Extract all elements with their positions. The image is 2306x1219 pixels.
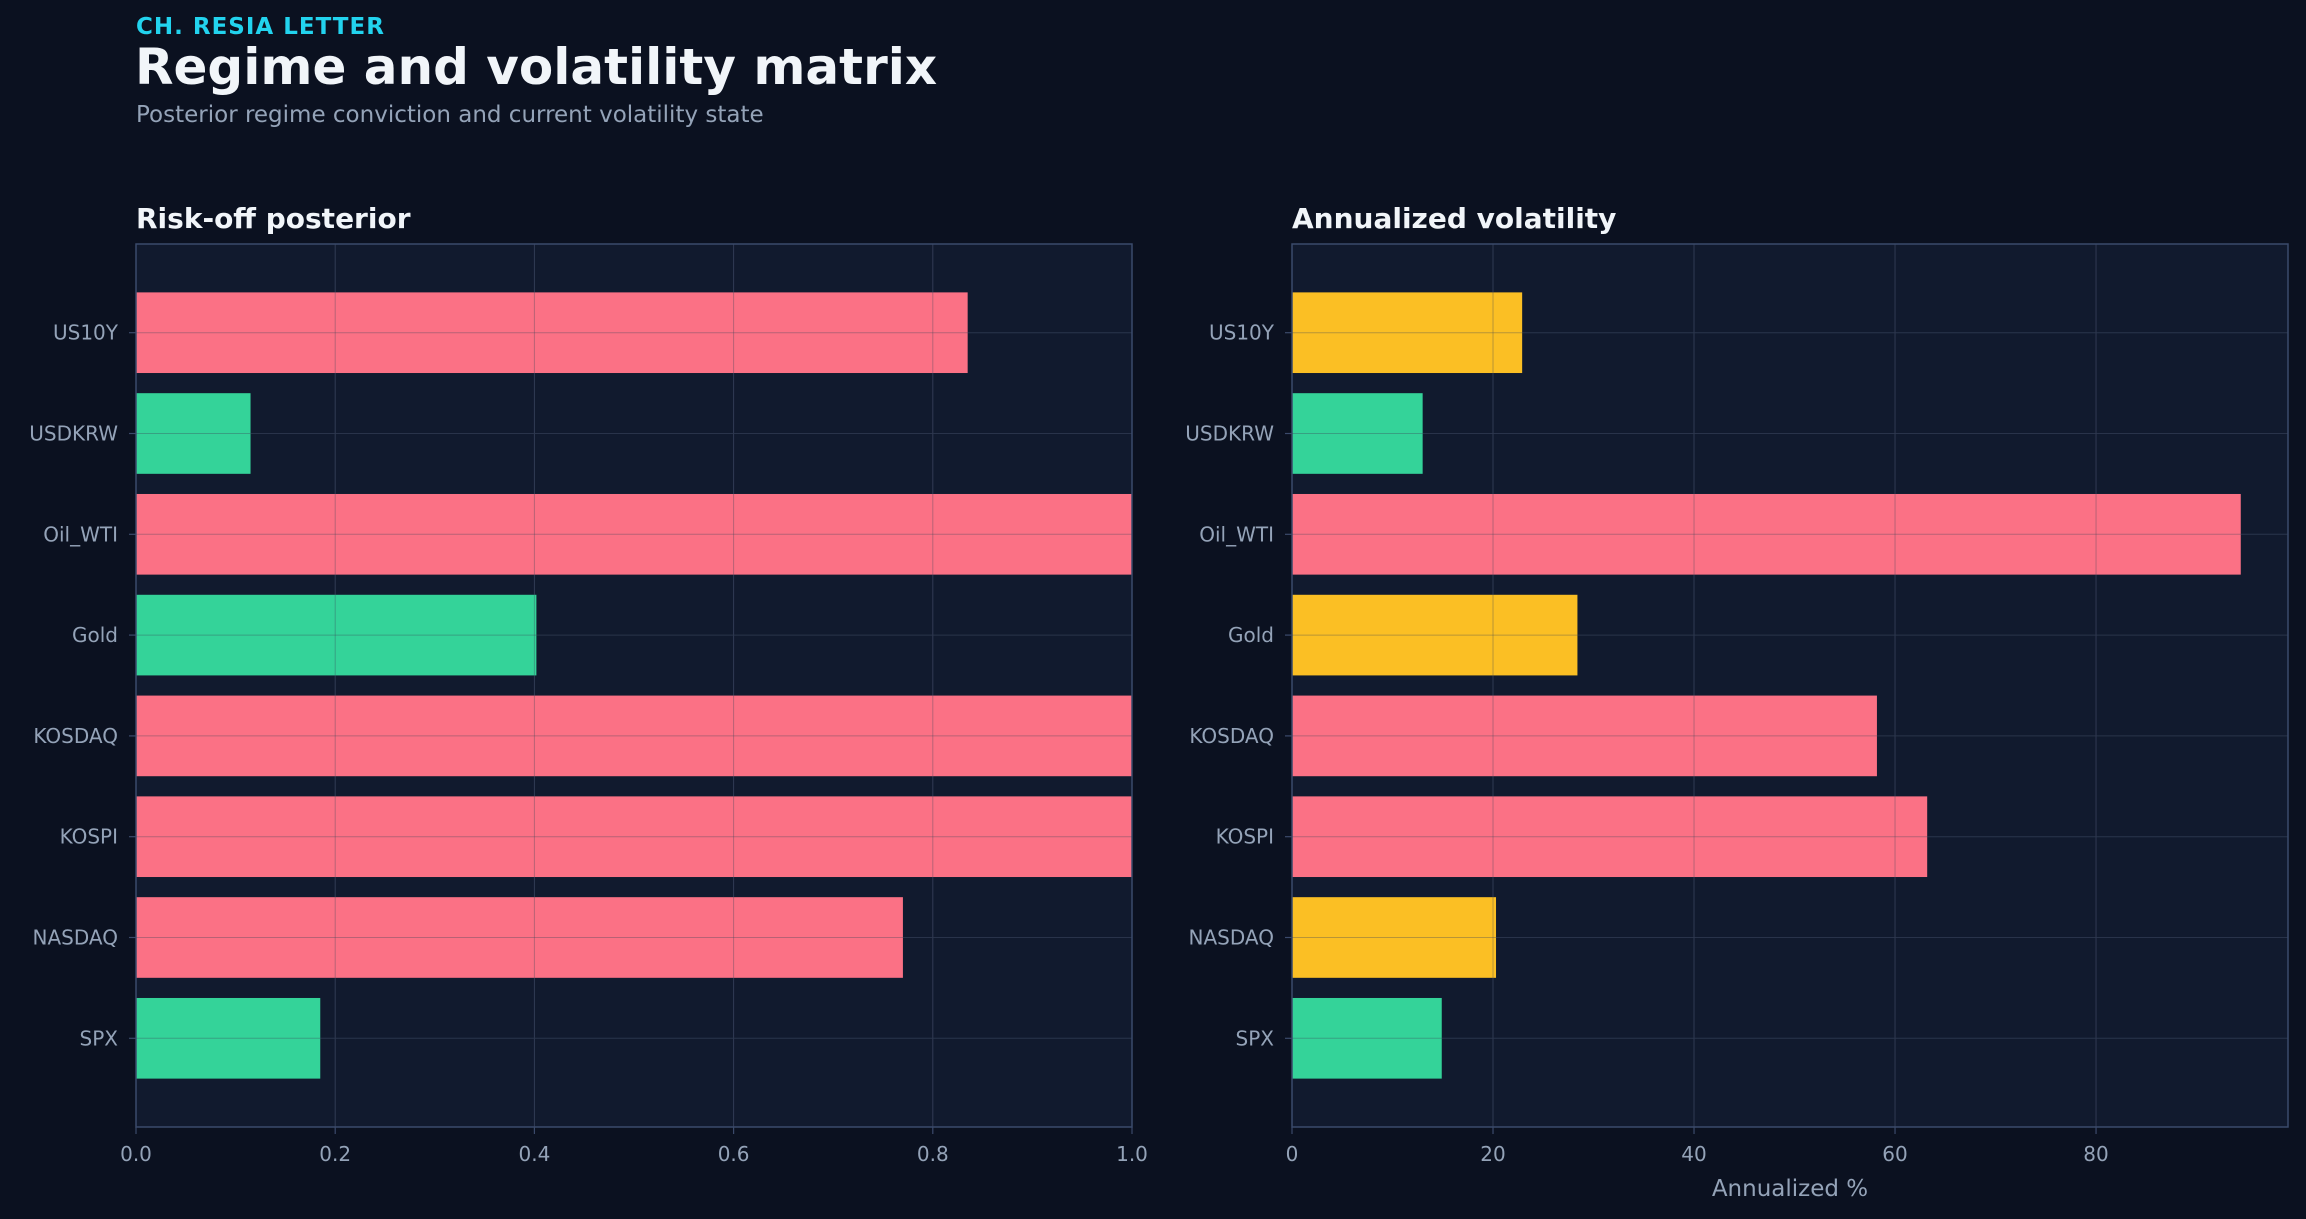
plot-frame (135, 243, 1133, 1128)
bar-kospi (136, 796, 1132, 878)
y-tick-label: Oil_WTI (1199, 522, 1274, 546)
annualized-volatility-chart: US10Y USDKRW Oil_WTI Gold KOSDAQ KOSPI NASDAQ S… (1185, 202, 2289, 1202)
chart-title: Risk-off posterior (136, 202, 411, 235)
y-tick-label: Gold (72, 623, 118, 647)
bar-gold (136, 594, 537, 676)
y-tick-label: NASDAQ (1189, 925, 1274, 949)
plot-area (136, 244, 1132, 1127)
page-subtitle: Posterior regime conviction and current … (136, 102, 764, 128)
y-tick-label: NASDAQ (33, 925, 118, 949)
y-tick-label: USDKRW (1185, 422, 1274, 446)
y-tick-label: SPX (80, 1026, 119, 1050)
x-axis-label: Annualized % (1712, 1176, 1868, 1202)
bar-oil-wti (136, 493, 1132, 575)
bar-spx (136, 997, 321, 1079)
x-tick-label: 1.0 (1116, 1142, 1148, 1166)
y-tick-label: KOSDAQ (33, 724, 118, 748)
bar-kosdaq (1292, 695, 1877, 777)
x-tick-label: 80 (2083, 1142, 2108, 1166)
x-tick-label: 40 (1681, 1142, 1706, 1166)
bar-spx (1292, 997, 1442, 1079)
y-tick-label: KOSPI (60, 825, 118, 849)
bar-nasdaq (1292, 897, 1497, 978)
bar-usdkrw (136, 393, 251, 474)
bar-us10y (136, 292, 968, 374)
x-tick-label: 60 (1882, 1142, 1907, 1166)
plot-area (1292, 244, 2288, 1127)
y-tick-label: USDKRW (29, 422, 118, 446)
bar-us10y (1292, 292, 1523, 374)
y-tick-label: US10Y (1209, 321, 1275, 345)
y-tick-label: US10Y (53, 321, 119, 345)
x-tick-label: 0.6 (718, 1142, 750, 1166)
bar-nasdaq (136, 897, 903, 978)
y-tick-label: Gold (1228, 623, 1274, 647)
bar-kosdaq (136, 695, 1132, 777)
bar-oil-wti (1292, 493, 2241, 575)
x-tick-label: 0.2 (319, 1142, 351, 1166)
x-tick-label: 0.8 (917, 1142, 949, 1166)
risk-off-posterior-chart: US10Y USDKRW Oil_WTI Gold KOSDAQ KOSPI NASDAQ S… (29, 202, 1148, 1166)
y-tick-label: KOSDAQ (1189, 724, 1274, 748)
x-tick-label: 20 (1480, 1142, 1505, 1166)
y-tick-label: KOSPI (1216, 825, 1274, 849)
x-tick-label: 0 (1286, 1142, 1299, 1166)
y-tick-label: SPX (1236, 1026, 1275, 1050)
chart-title: Annualized volatility (1292, 202, 1616, 235)
x-tick-label: 0.4 (518, 1142, 550, 1166)
bar-usdkrw (1292, 393, 1423, 474)
y-tick-label: Oil_WTI (43, 522, 118, 546)
bar-gold (1292, 594, 1578, 676)
bar-kospi (1292, 796, 1928, 878)
x-tick-label: 0.0 (120, 1142, 152, 1166)
page-title: Regime and volatility matrix (135, 38, 938, 96)
plot-frame (1291, 243, 2289, 1128)
kicker: CH. RESIA LETTER (136, 14, 385, 40)
